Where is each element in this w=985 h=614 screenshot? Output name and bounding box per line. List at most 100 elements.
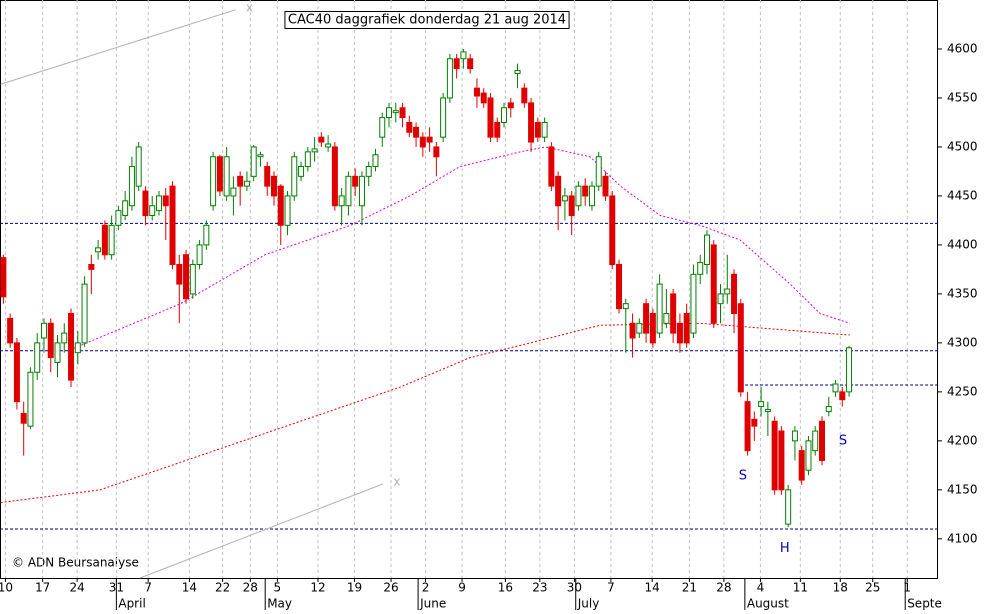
candle-body (568, 195, 575, 217)
candle-body (169, 185, 176, 266)
candle-body (751, 418, 758, 427)
candle-body (825, 406, 832, 412)
candle-body (548, 146, 555, 187)
candle-body (257, 154, 264, 158)
x-tick-label: 11 (793, 581, 808, 595)
x-tick-label: 18 (833, 581, 848, 595)
candle-body (419, 136, 426, 148)
moving-average (70, 146, 850, 351)
candle-body (528, 102, 535, 143)
candle-body (88, 264, 95, 270)
candle-body (521, 87, 528, 104)
candle-body (331, 146, 338, 207)
candle-body (555, 175, 562, 207)
candle-body (622, 303, 629, 310)
candle-body (216, 156, 223, 192)
candle-body (798, 450, 805, 481)
month-label: May (267, 597, 292, 611)
y-tick-label: 4250 (947, 384, 978, 398)
y-tick-label: 4150 (947, 482, 978, 496)
candle-body (40, 322, 47, 339)
candle-body (176, 264, 183, 285)
candle-body (649, 312, 656, 344)
candle-body (832, 383, 839, 393)
candle-body (758, 401, 765, 408)
candle-body (663, 312, 670, 324)
candle-body (791, 430, 798, 442)
candle-body (724, 288, 731, 295)
candle-body (223, 156, 230, 197)
trend-marker: x (393, 474, 400, 488)
x-tick-label: 16 (498, 581, 513, 595)
y-tick-label: 4350 (947, 286, 978, 300)
y-tick-label: 4200 (947, 433, 978, 447)
candle-body (440, 97, 447, 138)
candle-body (602, 175, 609, 197)
candle-body (20, 412, 27, 424)
y-tick-label: 4300 (947, 335, 978, 349)
candle-body (13, 342, 20, 403)
x-tick-label: 28 (716, 581, 731, 595)
candle-body (805, 440, 812, 471)
candle-body (846, 347, 853, 393)
candle-body (142, 190, 149, 217)
candle-body (270, 175, 277, 197)
month-label: April (118, 597, 145, 611)
candle-body (480, 92, 487, 104)
candle-body (122, 200, 129, 217)
month-label: June (419, 597, 446, 611)
candle-body (656, 283, 663, 334)
candle-body (731, 273, 738, 314)
y-tick-label: 4400 (947, 237, 978, 251)
x-tick-label: 2 (422, 581, 430, 595)
candle-body (325, 143, 332, 148)
x-tick-label: 23 (532, 581, 547, 595)
candle-body (74, 342, 81, 354)
candle-body (818, 420, 825, 461)
candle-body (298, 166, 305, 177)
month-label: Septe (907, 597, 942, 611)
candle-body (291, 156, 298, 197)
candle-body (237, 175, 244, 187)
y-tick-label: 4500 (947, 139, 978, 153)
candle-body (406, 121, 413, 133)
candle-body (358, 175, 365, 207)
y-tick-label: 4550 (947, 90, 978, 104)
x-tick-label: 17 (35, 581, 50, 595)
candle-body (7, 317, 14, 344)
candle-body (115, 210, 122, 226)
candle-body (467, 58, 474, 70)
trend-line (0, 9, 236, 85)
x-tick-label: 7 (607, 581, 615, 595)
candle-body (243, 180, 250, 187)
candle-body (203, 224, 210, 246)
candle-body (710, 244, 717, 324)
candle-body (514, 70, 521, 74)
candle-body (737, 303, 744, 393)
candle-body (534, 121, 541, 138)
candle-body (149, 205, 156, 217)
candle-body (318, 136, 325, 143)
title-box (284, 11, 570, 29)
x-tick-label: 9 (458, 581, 466, 595)
candle-body (101, 224, 108, 256)
candle-body (839, 391, 846, 401)
candle-body (494, 121, 501, 138)
x-tick-label: 26 (383, 581, 398, 595)
candle-body (304, 151, 311, 168)
trend-line (139, 483, 384, 579)
x-tick-label: 19 (347, 581, 362, 595)
candle-body (135, 146, 142, 187)
month-label: August (747, 597, 789, 611)
x-tick-label: 5 (274, 581, 282, 595)
candle-body (588, 185, 595, 207)
candle-body (95, 247, 102, 253)
y-tick-label: 4600 (947, 41, 978, 55)
candle-body (250, 146, 257, 177)
candle-body (487, 97, 494, 138)
x-tick-label: 4 (757, 581, 765, 595)
annotation: H (780, 541, 790, 556)
x-tick-label: 24 (69, 581, 84, 595)
candle-body (189, 264, 196, 295)
